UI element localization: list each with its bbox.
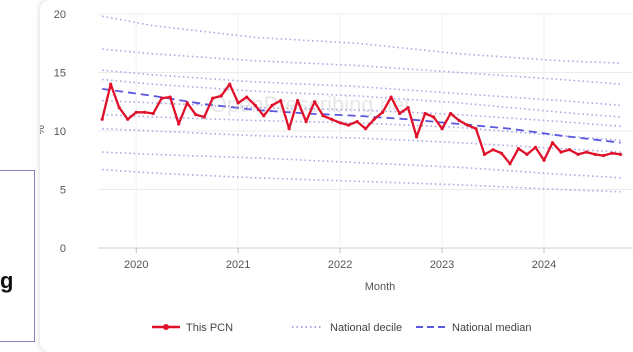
x-axis-label: Month	[365, 281, 396, 293]
legend-label-national-decile: National decile	[330, 322, 402, 334]
x-tick-label: 2020	[124, 259, 148, 271]
grid-layer	[98, 13, 633, 249]
national-decile-line	[102, 78, 621, 118]
this-pcn-point	[474, 127, 478, 131]
x-tick-label: 2022	[328, 259, 352, 271]
this-pcn-point	[228, 82, 232, 86]
legend-label-this-pcn: This PCN	[186, 322, 233, 334]
this-pcn-point	[109, 82, 113, 86]
side-panel	[0, 170, 35, 342]
this-pcn-point	[262, 114, 266, 118]
y-tick-label: 10	[54, 126, 66, 138]
this-pcn-point	[194, 113, 198, 117]
legend[interactable]: This PCN National decile National median	[152, 322, 532, 334]
this-pcn-point	[168, 95, 172, 99]
this-pcn-point	[516, 147, 521, 151]
y-tick-label: 0	[60, 243, 66, 255]
this-pcn-point	[321, 114, 325, 118]
this-pcn-point	[126, 117, 130, 121]
this-pcn-point	[398, 111, 402, 116]
this-pcn-point	[270, 103, 274, 107]
this-pcn-point	[423, 111, 427, 116]
this-pcn-point	[618, 152, 623, 156]
this-pcn-point	[542, 158, 546, 162]
x-tick-label: 2021	[226, 259, 250, 271]
side-label: g	[0, 268, 14, 293]
this-pcn-point	[355, 120, 359, 124]
this-pcn-point	[457, 118, 461, 123]
this-pcn-point	[584, 150, 589, 154]
x-tick-label: 2023	[430, 259, 454, 271]
national-decile-line	[102, 151, 621, 179]
this-pcn-point	[287, 127, 291, 131]
this-pcn-point	[338, 121, 342, 125]
national-decile-line	[102, 127, 621, 153]
this-pcn-point	[143, 110, 147, 114]
this-pcn-point	[406, 106, 410, 110]
legend-item-national-median[interactable]: National median	[416, 322, 532, 334]
this-pcn-point	[253, 103, 257, 107]
national-decile-line	[102, 99, 621, 128]
this-pcn-point	[100, 117, 104, 121]
y-tick-label: 5	[60, 185, 66, 197]
this-pcn-point	[415, 135, 419, 139]
legend-marker-this-pcn	[163, 324, 169, 330]
this-pcn-point	[177, 122, 181, 126]
this-pcn-point	[117, 106, 121, 110]
national-decile-line	[102, 69, 621, 107]
chart-card: OpenPrescribing.net 0 5 10 15 20 2020 2021 2022…	[40, 0, 633, 352]
this-pcn-point	[372, 117, 376, 121]
legend-label-national-median: National median	[452, 322, 532, 334]
this-pcn-point	[593, 152, 597, 156]
this-pcn-point	[279, 99, 283, 103]
y-tick-label: 15	[54, 68, 66, 80]
this-pcn-point	[440, 127, 444, 131]
this-pcn-point	[610, 151, 614, 155]
this-pcn-point	[576, 152, 580, 156]
pcn-layer	[100, 82, 623, 166]
legend-item-this-pcn[interactable]: This PCN	[152, 322, 233, 334]
this-pcn-point	[296, 99, 300, 103]
this-pcn-point	[550, 141, 555, 145]
this-pcn-line	[101, 83, 621, 165]
this-pcn-point	[245, 95, 249, 99]
this-pcn-point	[533, 145, 538, 149]
this-pcn-point	[211, 96, 215, 100]
y-axis-label: %	[40, 125, 47, 135]
this-pcn-point	[134, 110, 138, 114]
this-pcn-point	[567, 148, 572, 152]
national-decile-line	[102, 168, 621, 193]
this-pcn-point	[304, 120, 308, 124]
this-pcn-point	[482, 152, 487, 156]
this-pcn-point	[202, 115, 206, 119]
this-pcn-point	[313, 100, 317, 104]
this-pcn-point	[185, 101, 189, 105]
this-pcn-point	[525, 152, 529, 156]
national-decile-line	[102, 15, 621, 64]
this-pcn-point	[330, 117, 334, 121]
national-decile-line	[102, 48, 621, 85]
this-pcn-point	[364, 127, 368, 131]
this-pcn-point	[389, 95, 393, 99]
this-pcn-point	[432, 115, 436, 119]
this-pcn-point	[160, 96, 164, 100]
this-pcn-point	[449, 111, 453, 116]
this-pcn-point	[347, 123, 351, 127]
y-tick-label: 20	[54, 9, 66, 21]
this-pcn-point	[219, 94, 223, 98]
this-pcn-point	[236, 101, 240, 105]
this-pcn-point	[491, 148, 495, 152]
x-tick-label: 2024	[532, 259, 556, 271]
this-pcn-point	[381, 110, 385, 114]
this-pcn-point	[559, 150, 563, 154]
this-pcn-point	[499, 151, 504, 155]
this-pcn-point	[151, 111, 155, 116]
this-pcn-point	[508, 162, 512, 166]
legend-item-national-decile[interactable]: National decile	[292, 322, 402, 334]
this-pcn-point	[465, 123, 470, 127]
this-pcn-point	[601, 154, 606, 158]
